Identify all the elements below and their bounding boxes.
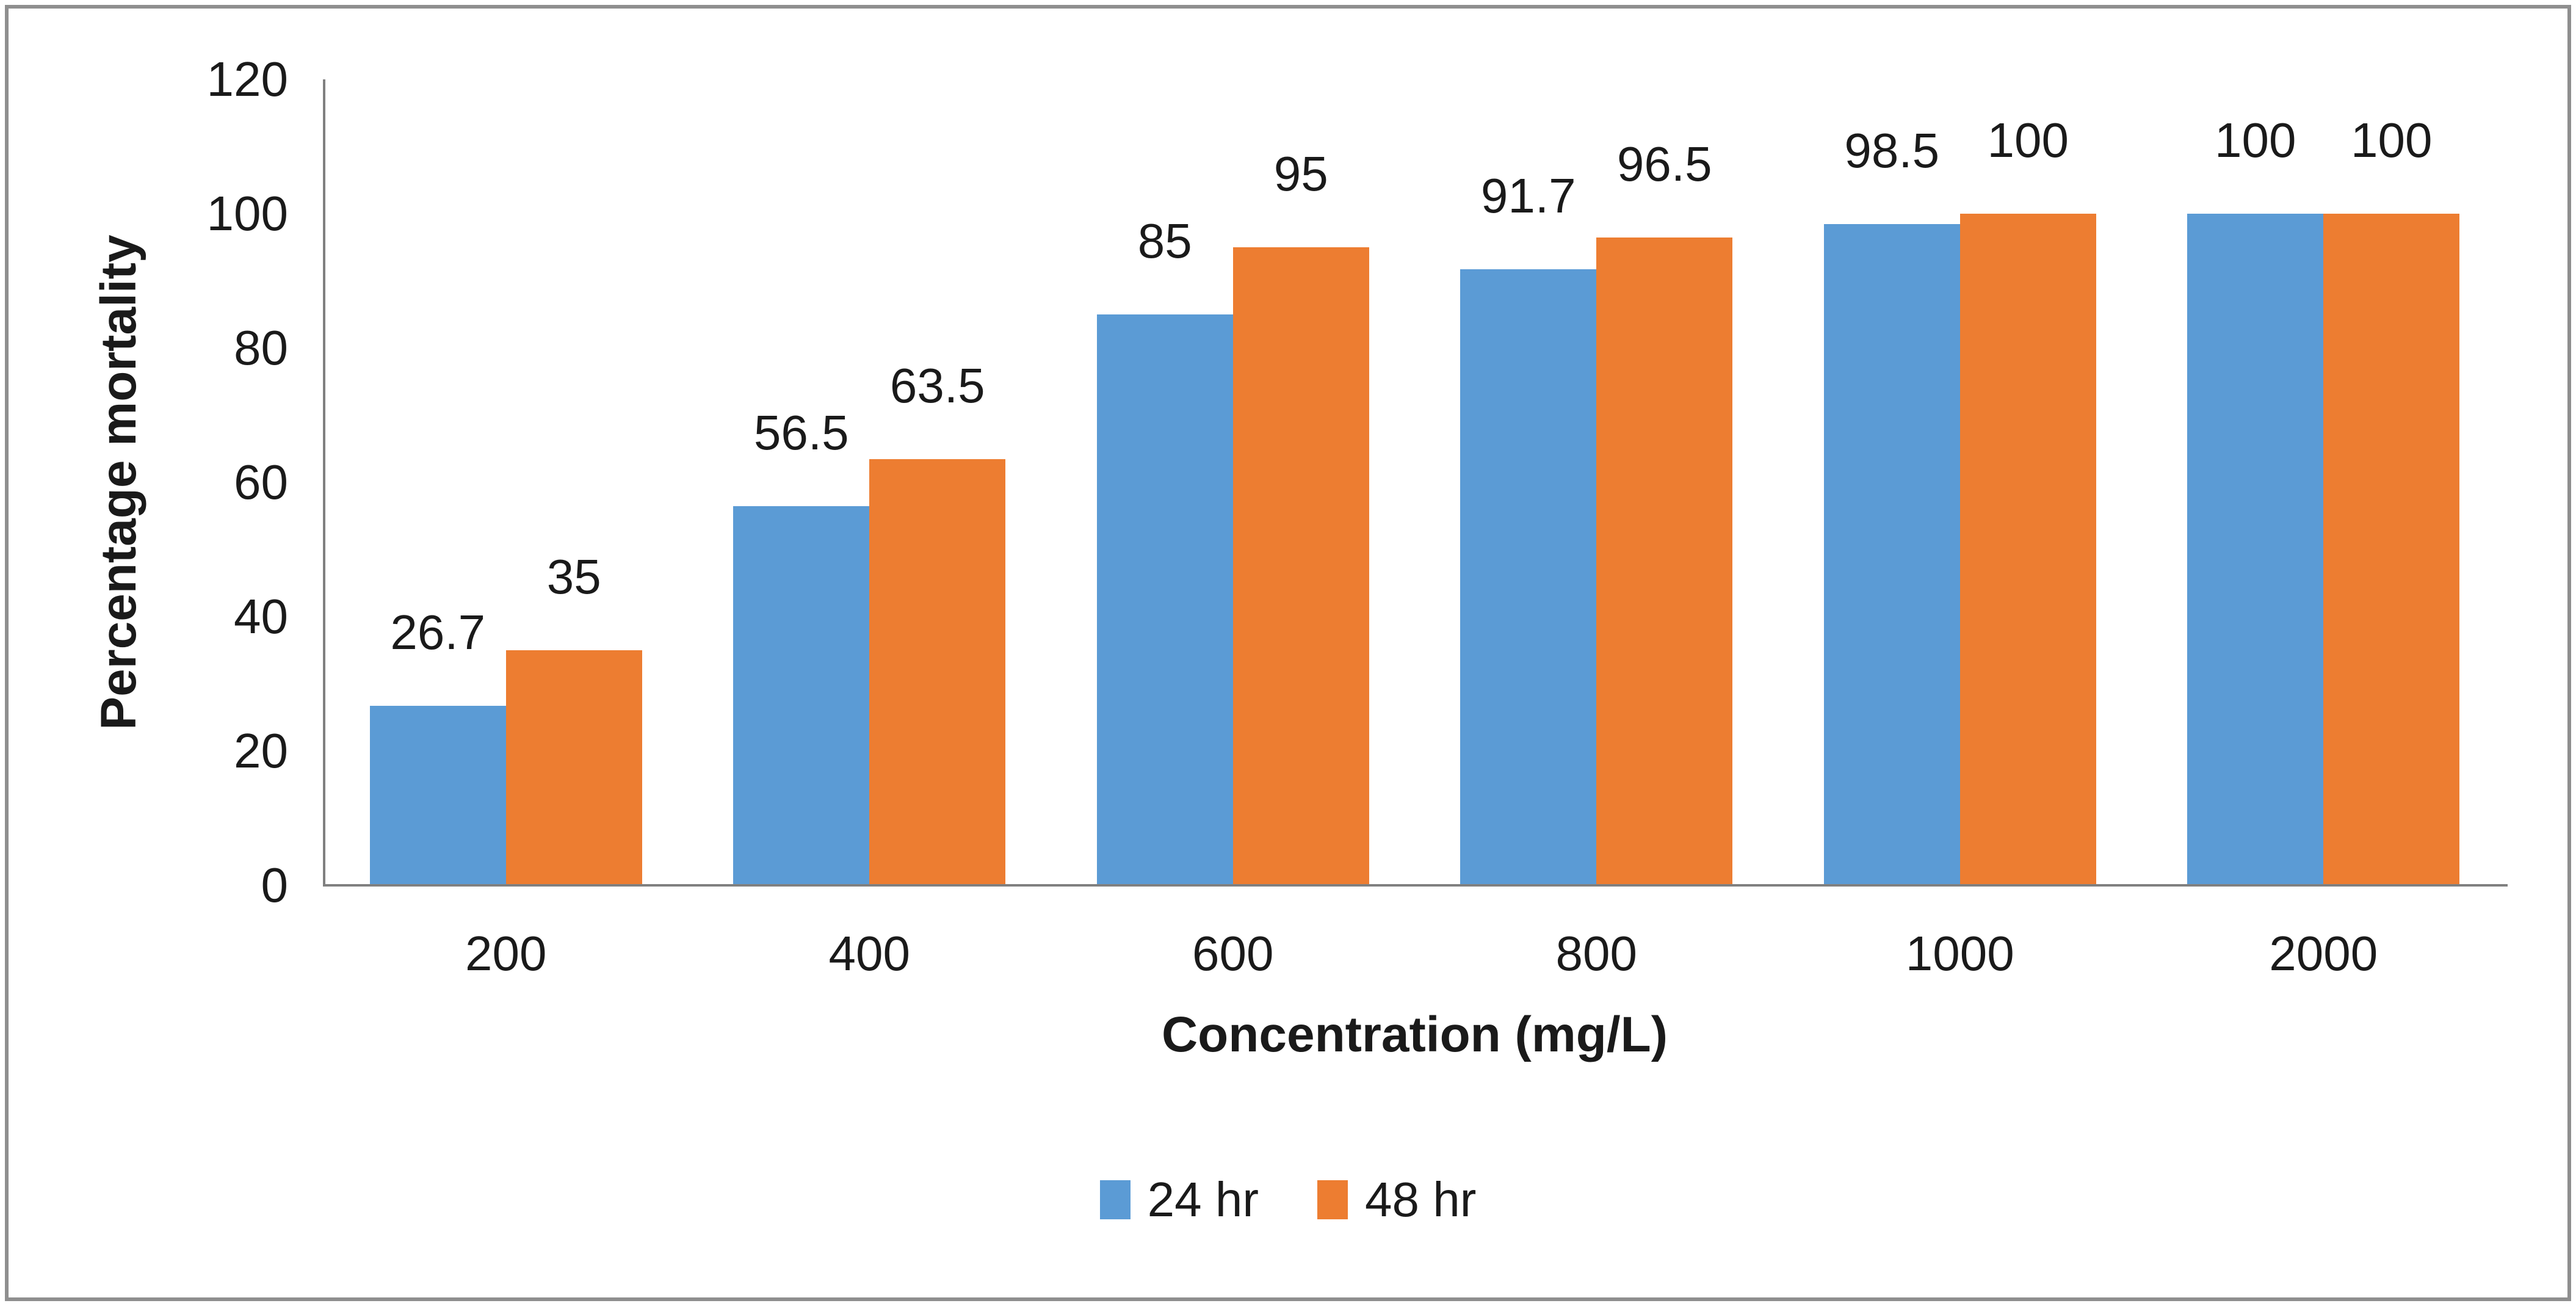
legend-swatch-48hr-icon: [1317, 1180, 1348, 1219]
bar-48hr-600: [1232, 247, 1369, 885]
legend-item-24hr: 24 hr: [1099, 1169, 1259, 1230]
data-label: 26.7: [390, 605, 486, 660]
y-axis-line: [323, 79, 325, 887]
y-tick-label: 60: [234, 455, 288, 509]
x-tick-label: 400: [828, 926, 910, 981]
bar-48hr-2000: [2323, 214, 2460, 885]
x-tick-label: 200: [465, 926, 547, 981]
data-label: 100: [2351, 113, 2433, 167]
y-tick-label: 100: [206, 186, 288, 241]
data-label: 98.5: [1844, 123, 1940, 178]
x-tick-label: 1000: [1905, 926, 2014, 981]
data-label: 95: [1273, 147, 1328, 201]
legend-label: 48 hr: [1365, 1172, 1477, 1227]
data-label: 96.5: [1616, 136, 1712, 191]
bar-24hr-400: [733, 506, 870, 885]
y-tick-label: 80: [234, 321, 288, 375]
x-tick-label: 600: [1192, 926, 1274, 981]
bar-48hr-400: [869, 459, 1006, 885]
data-label: 100: [2215, 113, 2296, 167]
bar-24hr-1000: [1823, 223, 1960, 885]
y-tick-label: 20: [234, 724, 288, 778]
y-tick-label: 120: [206, 52, 288, 106]
data-label: 63.5: [889, 358, 985, 413]
x-axis-line: [323, 884, 2508, 887]
bar-24hr-200: [369, 706, 506, 885]
legend-item-48hr: 48 hr: [1317, 1169, 1476, 1230]
bar-24hr-600: [1096, 314, 1233, 885]
bar-48hr-200: [505, 650, 642, 885]
bar-24hr-800: [1460, 269, 1597, 885]
data-label: 85: [1137, 214, 1192, 268]
bar-24hr-2000: [2187, 214, 2324, 885]
chart-legend: 24 hr 48 hr: [0, 1163, 2576, 1236]
data-label: 56.5: [753, 405, 849, 460]
bar-48hr-800: [1596, 237, 1733, 885]
y-tick-label: 0: [261, 858, 289, 912]
y-tick-label: 40: [234, 589, 288, 644]
data-label: 100: [1987, 113, 2069, 167]
legend-label: 24 hr: [1147, 1172, 1259, 1227]
x-axis-title: Concentration (mg/L): [1161, 1007, 1668, 1062]
legend-swatch-24hr-icon: [1099, 1180, 1131, 1219]
data-label: 91.7: [1480, 169, 1576, 223]
x-tick-label: 800: [1555, 926, 1637, 981]
bar-48hr-1000: [1959, 214, 2096, 885]
chart-frame-border: [5, 5, 2571, 1301]
data-label: 35: [546, 550, 601, 604]
x-tick-label: 2000: [2269, 926, 2378, 981]
